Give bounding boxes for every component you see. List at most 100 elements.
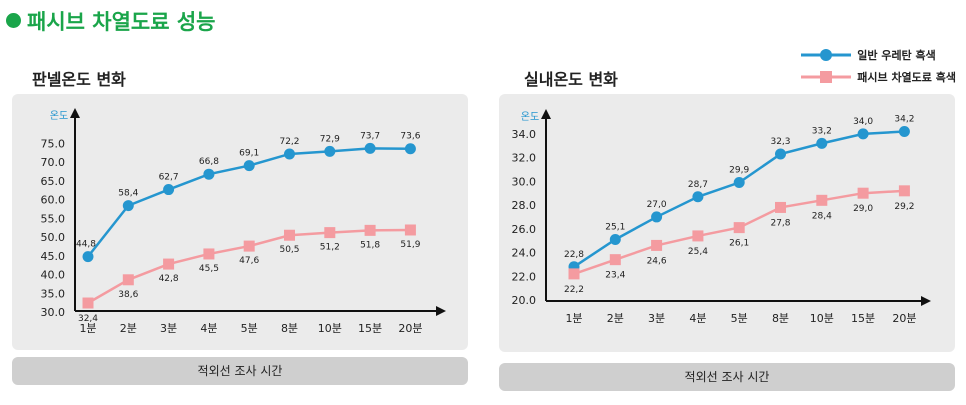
data-point-square: [898, 185, 910, 197]
xlabel-left: 적외선 조사 시간: [12, 357, 468, 385]
xlabel-right: 적외선 조사 시간: [499, 363, 955, 391]
data-label: 32,3: [770, 137, 790, 147]
legend-square-marker-icon: [801, 71, 852, 83]
y-tick-label: 24.0: [512, 247, 537, 260]
data-label: 51,9: [400, 240, 420, 250]
data-point-circle: [898, 125, 910, 137]
legend-item-series1: 일반 우레탄 흑색: [801, 44, 956, 66]
y-tick-label: 26.0: [512, 223, 537, 236]
y-tick-label: 22.0: [512, 270, 537, 283]
y-tick-label: 50.0: [41, 231, 66, 244]
x-tick-label: 3분: [648, 312, 665, 325]
y-axis-arrow-icon: [70, 108, 80, 118]
x-axis-arrow-icon: [921, 296, 931, 306]
x-tick-label: 5분: [731, 312, 748, 325]
legend-item-series2: 패시브 차열도료 흑색: [801, 66, 956, 88]
data-label: 23,4: [605, 271, 625, 281]
legend-label-series1: 일반 우레탄 흑색: [857, 49, 936, 62]
y-axis-label: 온도: [50, 110, 68, 122]
data-point-circle: [816, 137, 828, 149]
chart-panel-left: 온도 75.0 70.0 65.0 60.0 55.0 50.0 45.0 40.0 35.0 30…: [12, 94, 468, 350]
data-point-circle: [324, 145, 336, 157]
data-point-square: [122, 274, 134, 286]
data-point-circle: [122, 200, 134, 212]
data-point-square: [203, 248, 215, 260]
y-tick-label: 35.0: [41, 287, 66, 300]
data-label: 22,8: [564, 250, 584, 260]
data-label: 69,1: [239, 149, 259, 159]
data-label: 51,8: [360, 240, 380, 250]
data-point-square: [692, 230, 704, 242]
y-axis-label: 온도: [521, 111, 539, 123]
data-point-square: [733, 222, 745, 234]
x-tick-label: 8분: [281, 322, 298, 335]
data-point-square: [568, 268, 580, 280]
data-point-circle: [243, 160, 255, 172]
data-label: 29,9: [729, 166, 749, 176]
x-tick-label: 3분: [160, 322, 177, 335]
chart-title-panel: 판넬온도 변화: [32, 70, 126, 89]
data-label: 72,9: [320, 134, 340, 144]
data-label: 34,2: [894, 114, 914, 124]
data-label: 25,1: [605, 222, 625, 232]
data-point-square: [324, 227, 336, 239]
data-label: 27,8: [770, 218, 790, 228]
y-tick-label: 60.0: [41, 194, 66, 207]
data-label: 28,7: [688, 180, 708, 190]
data-point-circle: [82, 251, 94, 263]
data-label: 73,6: [400, 132, 420, 142]
data-point-circle: [692, 191, 704, 203]
y-tick-label: 28.0: [512, 199, 537, 212]
data-label: 38,6: [118, 290, 138, 300]
data-label: 50,5: [279, 245, 299, 255]
data-point-circle: [857, 128, 869, 140]
data-label: 72,2: [279, 137, 299, 147]
data-point-square: [284, 229, 295, 241]
panel-temperature-chart: 온도 75.0 70.0 65.0 60.0 55.0 50.0 45.0 40.0 35.0 30…: [41, 108, 446, 335]
data-point-circle: [609, 233, 621, 245]
x-tick-label: 10분: [810, 312, 834, 325]
data-label: 22,2: [564, 285, 584, 295]
y-tick-label: 65.0: [41, 175, 66, 188]
data-point-circle: [733, 177, 745, 189]
data-label: 24,6: [647, 256, 667, 266]
data-label: 62,7: [159, 173, 179, 183]
indoor-temperature-chart: 온도 34.0 32.0 30.0 28.0 26.0 24.0 22.0 20.0 1분 2분 3분…: [512, 109, 931, 325]
x-tick-label: 20분: [398, 322, 422, 335]
x-tick-label: 4분: [200, 322, 217, 335]
y-tick-label: 70.0: [41, 156, 66, 169]
y-tick-label: 45.0: [41, 250, 66, 263]
data-point-circle: [775, 148, 786, 160]
data-point-square: [163, 258, 175, 270]
data-label: 73,7: [360, 131, 380, 141]
data-point-square: [243, 240, 255, 252]
chart-legend: 일반 우레탄 흑색 패시브 차열도료 흑색: [801, 44, 956, 88]
data-label: 34,0: [853, 117, 873, 127]
data-point-square: [775, 201, 786, 213]
x-tick-label: 10분: [318, 322, 342, 335]
x-tick-label: 4분: [689, 312, 706, 325]
bullet-dot-icon: [6, 13, 21, 28]
data-label: 28,4: [812, 211, 832, 221]
data-label: 45,5: [199, 264, 219, 274]
y-tick-label: 32.0: [512, 152, 537, 165]
data-label: 29,0: [853, 204, 873, 214]
data-label: 51,2: [320, 243, 340, 253]
x-tick-label: 15분: [851, 312, 875, 325]
x-tick-label: 2분: [120, 322, 137, 335]
data-label: 33,2: [812, 126, 832, 136]
data-point-circle: [404, 143, 416, 155]
page-title-text: 패시브 차열도료 성능: [27, 10, 216, 34]
x-tick-label: 20분: [892, 312, 916, 325]
legend-circle-marker-icon: [801, 49, 852, 61]
data-point-circle: [163, 184, 175, 196]
x-tick-label: 5분: [241, 322, 258, 335]
data-label: 44,8: [76, 240, 96, 250]
data-label: 29,2: [894, 202, 914, 212]
chart-title-indoor: 실내온도 변화: [524, 70, 618, 89]
y-tick-label: 34.0: [512, 128, 537, 141]
data-point-square: [609, 254, 621, 266]
page-title: 패시브 차열도료 성능: [6, 6, 216, 36]
x-tick-label: 8분: [772, 312, 789, 325]
data-label: 66,8: [199, 157, 219, 167]
